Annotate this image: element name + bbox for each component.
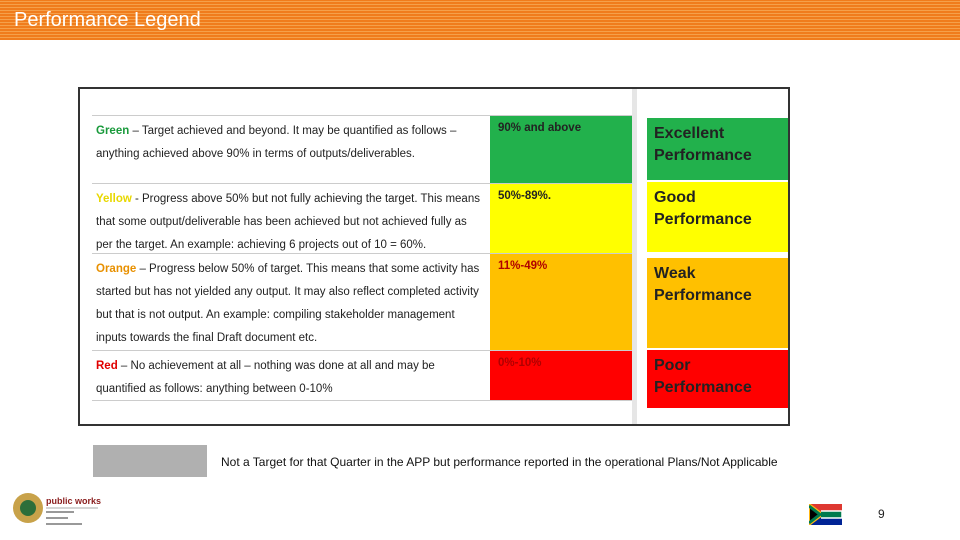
description: – No achievement at all – nothing was do… — [96, 360, 435, 395]
performance-label: Excellent Performance — [647, 118, 788, 180]
performance-label: Weak Performance — [647, 258, 788, 348]
logo-text: public works — [46, 496, 101, 506]
table-bottom — [92, 400, 632, 401]
legend-row: Green – Target achieved and beyond. It m… — [92, 115, 632, 184]
divider — [632, 89, 637, 424]
logo: public works — [13, 493, 101, 525]
note: Not a Target for that Quarter in the APP… — [221, 455, 778, 469]
description-cell: Red – No achievement at all – nothing wa… — [96, 355, 484, 401]
title: Performance Legend — [14, 9, 201, 31]
range: 50%-89%. — [490, 184, 632, 254]
legend-row: Yellow - Progress above 50% but not full… — [92, 183, 632, 254]
performance-label: Poor Performance — [647, 350, 788, 408]
header-bar: Performance Legend — [0, 0, 960, 40]
flag — [809, 504, 842, 525]
legend-row: Red – No achievement at all – nothing wa… — [92, 350, 632, 401]
legend-table: Green – Target achieved and beyond. It m… — [78, 87, 790, 426]
range: 11%-49% — [490, 254, 632, 351]
range: 0%-10% — [490, 351, 632, 401]
page-number: 9 — [878, 507, 885, 521]
color-name: Orange — [96, 263, 137, 275]
description-cell: Green – Target achieved and beyond. It m… — [96, 120, 484, 166]
description: – Progress below 50% of target. This mea… — [96, 263, 480, 344]
description-cell: Yellow - Progress above 50% but not full… — [96, 188, 484, 257]
color-name: Green — [96, 125, 130, 137]
gray-swatch — [93, 445, 207, 477]
description-cell: Orange – Progress below 50% of target. T… — [96, 258, 484, 350]
legend-row: Orange – Progress below 50% of target. T… — [92, 253, 632, 351]
color-name: Yellow — [96, 193, 132, 205]
description: – Target achieved and beyond. It may be … — [96, 125, 457, 160]
description: - Progress above 50% but not fully achie… — [96, 193, 480, 251]
range: 90% and above — [490, 116, 632, 184]
color-name: Red — [96, 360, 118, 372]
performance-label: Good Performance — [647, 182, 788, 252]
